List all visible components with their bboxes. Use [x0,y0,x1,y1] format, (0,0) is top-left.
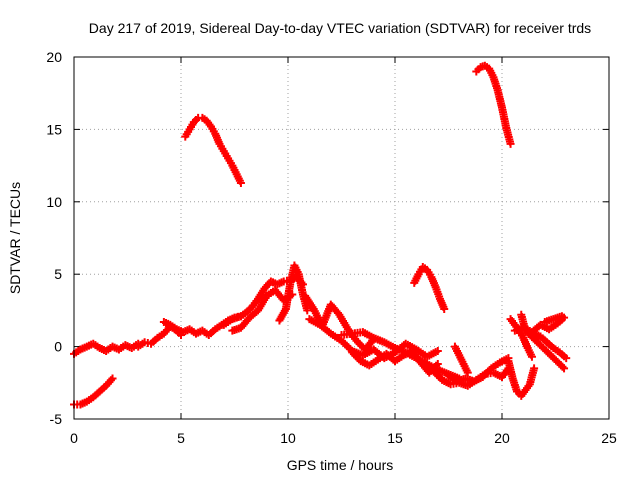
data-point [433,359,442,368]
x-tick-label: 20 [494,430,510,446]
series-tail-21-23b [530,329,571,363]
data-point-fill [558,362,567,371]
y-tick-label: -5 [50,411,63,427]
data-point [463,368,472,377]
y-tick-label: 0 [54,339,62,355]
data-points [70,61,571,409]
data-point [562,354,571,363]
series-tail-21-23c [540,312,566,326]
data-point [530,364,539,373]
series-rise-8-10b [228,286,297,335]
data-point [108,374,117,383]
series-peak-morning [181,113,245,187]
data-point [527,352,536,361]
series-valley-17-20b [444,354,513,386]
x-tick-label: 25 [601,430,617,446]
x-tick-label: 10 [280,430,296,446]
series-spike-10 [275,261,312,325]
y-tick-label: 20 [46,49,62,65]
data-point [433,346,442,355]
data-point [560,364,569,373]
y-axis-label: SDTVAR / TECUs [7,182,23,294]
data-point [440,304,449,313]
y-tick-label: 15 [46,121,62,137]
x-tick-label: 15 [387,430,403,446]
series-early-negative [70,374,117,409]
x-tick-label: 0 [70,430,78,446]
axis-tick-labels: 0 5 10 15 20 25 -5 0 5 10 15 20 [46,49,617,446]
series-tail-20-21 [504,357,539,400]
series-peak-evening [472,61,515,148]
x-axis-label: GPS time / hours [287,457,394,473]
series-isolated [517,310,569,373]
data-point [557,312,566,321]
x-tick-label: 5 [177,430,185,446]
series-dip-18 [450,342,472,377]
y-tick-label: 10 [46,194,62,210]
y-tick-label: 5 [54,266,62,282]
data-point [303,306,312,315]
chart-title: Day 217 of 2019, Sidereal Day-to-day VTE… [89,20,591,36]
series-hump-16 [410,262,449,313]
data-point [506,139,515,148]
plot-frame [73,56,610,420]
data-point [236,178,245,187]
series-mid-band-c [348,346,442,377]
